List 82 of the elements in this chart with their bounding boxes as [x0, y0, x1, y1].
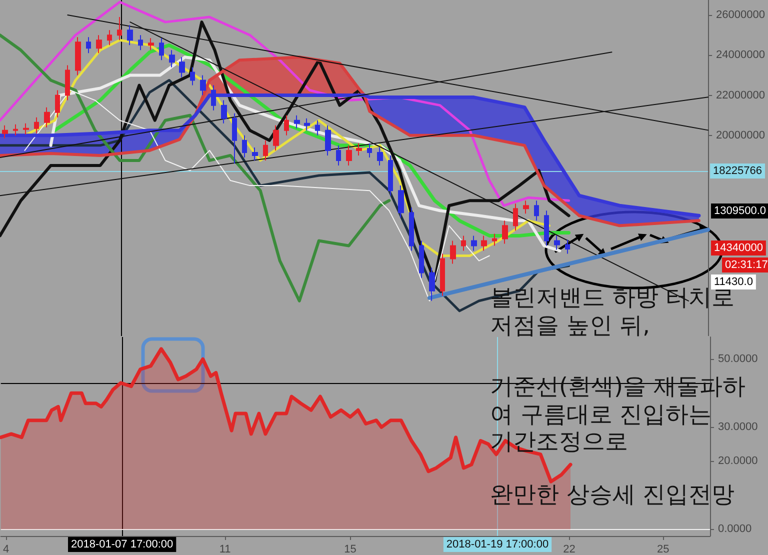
candlestick — [284, 114, 289, 136]
line-series — [0, 56, 700, 228]
line-series — [0, 34, 391, 302]
candlestick — [211, 84, 216, 111]
candlestick — [75, 36, 81, 76]
candlestick — [107, 30, 112, 46]
candlestick — [481, 235, 487, 252]
candlestick — [294, 114, 300, 129]
candlestick — [273, 124, 279, 151]
x-tick-label: 11 — [219, 544, 231, 555]
x-tick-label: 25 — [656, 544, 670, 555]
candlestick — [492, 233, 497, 246]
candlestick — [190, 66, 195, 86]
y-tick-label: 20000000 — [716, 129, 766, 142]
candlestick — [221, 100, 227, 124]
candlestick — [44, 106, 50, 128]
candlestick — [554, 235, 560, 250]
candlestick — [450, 240, 456, 264]
candlestick — [471, 235, 477, 252]
candlestick — [23, 122, 29, 135]
x-tick-label: 22 — [563, 544, 576, 555]
candlestick — [34, 116, 39, 134]
candlestick — [86, 36, 91, 54]
candlestick — [65, 64, 70, 101]
ref-line-label: 2018-01-07 17:00:00 — [71, 538, 174, 550]
annotation: 기간조정으로 — [490, 428, 628, 456]
candlestick — [138, 34, 143, 51]
candlestick — [304, 118, 310, 131]
text: 14340000 — [714, 242, 763, 254]
candlestick — [346, 144, 352, 166]
candlestick — [179, 56, 185, 78]
candlestick — [325, 124, 331, 156]
x-tick-label: 4 — [2, 544, 10, 555]
candlestick — [127, 24, 133, 46]
annotation: 여 구름대로 진입하는 — [490, 401, 712, 429]
x-tick-label: 15 — [344, 544, 356, 555]
candlestick — [96, 34, 102, 54]
candlestick — [398, 185, 404, 218]
candlestick — [117, 16, 122, 41]
ref-line-label: 18225766 — [713, 164, 762, 177]
annotation: 볼린저밴드 하방 터치로 — [490, 285, 735, 312]
candlestick — [336, 144, 341, 166]
candlestick — [315, 120, 320, 136]
candlestick — [461, 235, 466, 252]
y-tick-label: 0.0000 — [718, 523, 752, 536]
candlestick — [55, 90, 60, 118]
candlestick — [13, 124, 18, 136]
candlestick — [232, 112, 237, 164]
candlestick — [429, 267, 435, 302]
candlestick — [513, 203, 518, 232]
candlestick — [409, 207, 414, 252]
candlestick — [544, 210, 549, 246]
y-tick-label: 30.0000 — [718, 421, 758, 434]
candlestick — [148, 38, 154, 51]
y-tick-label: 26000000 — [716, 9, 766, 22]
candlestick — [169, 50, 175, 68]
y-tick-label: 20.0000 — [718, 455, 758, 468]
candlestick — [159, 38, 164, 61]
candlestick — [200, 74, 206, 96]
text: 11430.0 — [714, 276, 753, 288]
candlestick — [440, 253, 445, 296]
y-tick-label: 50.0000 — [718, 353, 758, 366]
candlestick — [377, 146, 383, 166]
candlestick — [356, 142, 362, 156]
candlestick — [534, 200, 539, 222]
candlestick — [388, 154, 393, 196]
candlestick — [263, 140, 268, 161]
y-tick-label: 24000000 — [716, 49, 766, 62]
candlestick — [2, 124, 8, 139]
candlestick — [252, 146, 258, 161]
annotation: 완만한 상승세 진입전망 — [490, 481, 735, 509]
y-tick-label: 22000000 — [716, 89, 766, 102]
ref-line-label: 2018-01-19 17:00:00 — [446, 538, 549, 550]
candlestick — [565, 239, 570, 254]
text: 1309500.0 — [714, 205, 766, 217]
candlestick — [523, 200, 529, 214]
annotation: 저점을 높인 뒤, — [490, 312, 650, 340]
candlestick — [242, 134, 247, 158]
text: 02:31:17 — [725, 259, 768, 271]
candlestick — [419, 240, 424, 278]
candlestick — [502, 220, 508, 244]
candlestick — [367, 142, 372, 158]
